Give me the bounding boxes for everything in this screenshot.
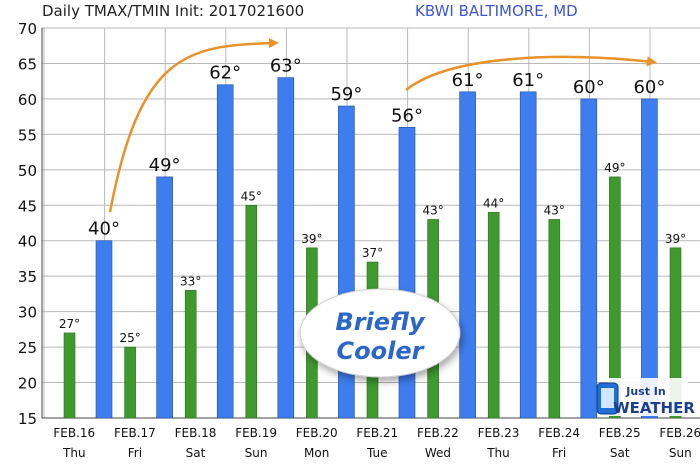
x-tick-label: FEB.17 — [114, 426, 156, 440]
callout-ellipse — [299, 288, 461, 378]
x-tick-label: FEB.21 — [356, 426, 398, 440]
logo-text-line1: Just In — [625, 385, 665, 398]
bar-label-tmin: 25° — [119, 331, 140, 345]
y-tick-label: 60 — [18, 91, 37, 109]
bar-label-tmax: 61° — [512, 70, 544, 91]
bar-tmin — [245, 204, 258, 419]
bar-tmin — [609, 176, 621, 419]
bar-tmax — [277, 77, 295, 419]
callout-text: Cooler — [337, 337, 426, 365]
bar-label-tmin: 33° — [180, 274, 201, 288]
x-tick-label: FEB.26 — [659, 426, 700, 440]
y-tick-label: 20 — [18, 375, 37, 393]
bar-tmax — [519, 91, 537, 419]
bar-label-tmin: 27° — [59, 317, 80, 331]
y-tick-label: 25 — [18, 339, 37, 357]
bar-label-tmax: 63° — [270, 56, 302, 77]
bar-tmin — [124, 346, 136, 419]
bar-label-tmax: 56° — [391, 105, 423, 126]
bar-tmax — [156, 176, 173, 419]
x-tick-label: FEB.19 — [235, 426, 277, 440]
bar-label-tmin: 39° — [301, 232, 322, 246]
station-label: KBWI BALTIMORE, MD — [415, 2, 578, 20]
trend-arrow — [108, 38, 279, 213]
bar-tmin — [487, 212, 500, 419]
x-day-label: Thu — [486, 446, 510, 460]
y-tick-label: 55 — [18, 126, 37, 144]
y-tick-label: 15 — [18, 410, 37, 428]
chart-title: Daily TMAX/TMIN Init: 2017021600 — [42, 2, 305, 20]
bar-label-tmax: 49° — [149, 155, 181, 176]
bar-label-tmin: 44° — [483, 196, 504, 210]
y-tick-label: 45 — [18, 197, 37, 215]
y-tick-label: 65 — [18, 55, 37, 73]
x-tick-label: FEB.18 — [175, 426, 217, 440]
bar-label-tmin: 49° — [604, 161, 625, 175]
x-tick-label: FEB.24 — [538, 426, 580, 440]
bar-tmax — [95, 240, 113, 419]
bar-label-tmin: 45° — [241, 189, 262, 203]
bar-tmax — [216, 84, 234, 419]
x-day-label: Tue — [366, 446, 388, 460]
bar-tmin — [184, 290, 197, 419]
x-day-label: Thu — [62, 446, 86, 460]
x-day-label: Sat — [610, 446, 630, 460]
logo-text-line2: WEATHER — [613, 399, 695, 417]
x-day-label: Mon — [304, 446, 329, 460]
trend-arrow — [405, 55, 657, 91]
y-tick-label: 35 — [18, 268, 37, 286]
x-day-label: Sun — [245, 446, 268, 460]
bar-label-tmax: 62° — [209, 63, 241, 84]
x-tick-label: FEB.25 — [599, 426, 641, 440]
bar-tmax — [641, 98, 658, 419]
y-tick-label: 70 — [18, 20, 37, 38]
bar-label-tmin: 43° — [544, 203, 565, 217]
bar-tmax — [459, 91, 476, 419]
x-tick-label: FEB.16 — [53, 426, 95, 440]
bar-label-tmin: 37° — [362, 246, 383, 260]
bar-label-tmin: 43° — [422, 203, 443, 217]
phone-screen-icon — [601, 388, 614, 408]
bar-label-tmin: 39° — [665, 232, 686, 246]
bar-label-tmax: 60° — [633, 77, 665, 98]
bar-label-tmax: 40° — [88, 219, 120, 240]
bar-tmax — [580, 98, 598, 419]
x-day-label: Fri — [128, 446, 142, 460]
y-tick-label: 30 — [18, 304, 37, 322]
x-day-label: Wed — [425, 446, 451, 460]
bar-label-tmax: 59° — [330, 84, 362, 105]
bar-tmin — [63, 332, 76, 419]
x-tick-label: FEB.20 — [296, 426, 338, 440]
y-tick-label: 40 — [18, 233, 37, 251]
bar-tmin — [548, 219, 561, 419]
x-tick-label: FEB.23 — [478, 426, 520, 440]
y-tick-label: 50 — [18, 162, 37, 180]
x-tick-label: FEB.22 — [417, 426, 459, 440]
callout-text: Briefly — [335, 308, 426, 336]
bar-tmin — [669, 247, 682, 419]
bar-label-tmax: 61° — [452, 70, 484, 91]
x-day-label: Sat — [186, 446, 206, 460]
logo-bg — [608, 378, 688, 416]
x-day-label: Sun — [669, 446, 692, 460]
bar-label-tmax: 60° — [573, 77, 605, 98]
x-day-label: Fri — [552, 446, 566, 460]
